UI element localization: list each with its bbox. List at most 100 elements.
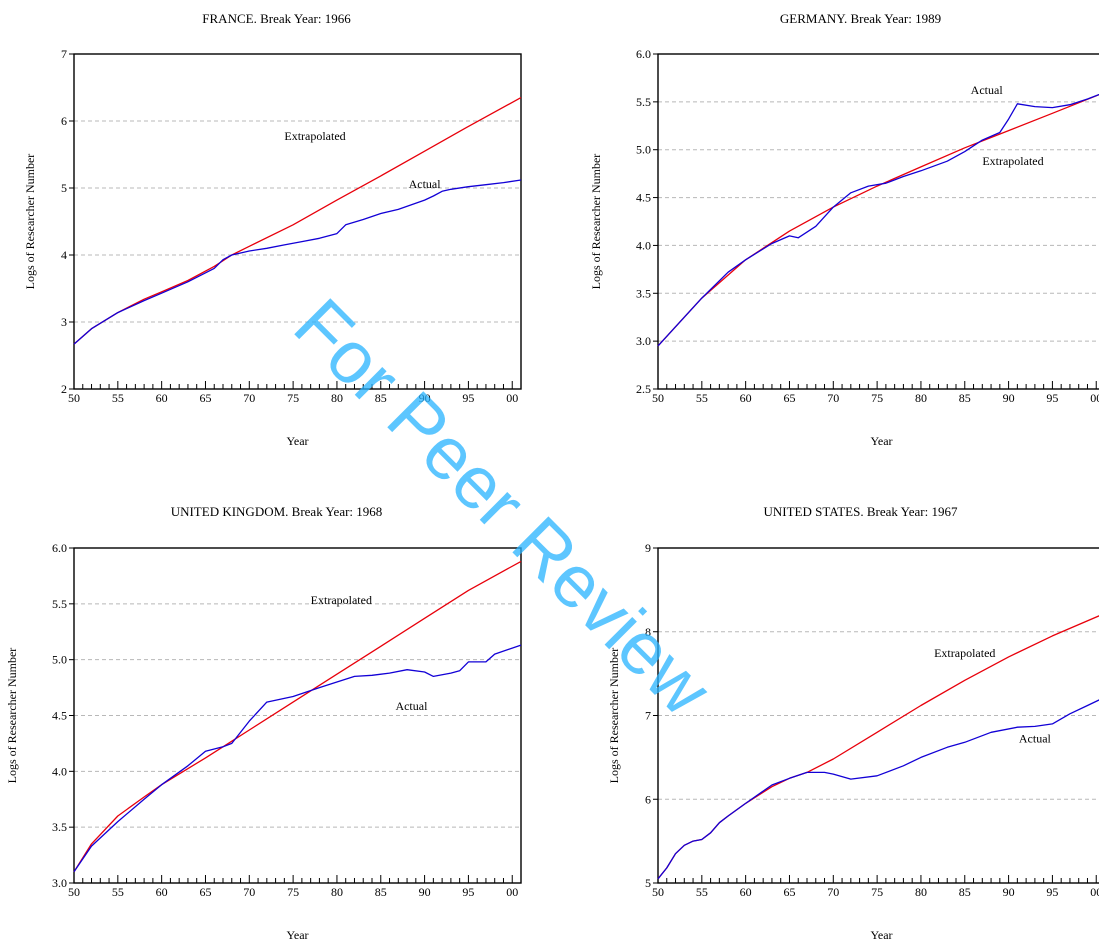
x-tick-label: 65 (199, 391, 211, 405)
series-line-actual (657, 93, 1099, 347)
x-tick-label: 55 (112, 391, 124, 405)
x-tick-label: 70 (243, 885, 255, 899)
series-line-extrapolated (657, 93, 1099, 347)
y-axis-label: Logs of Researcher Number (607, 648, 621, 784)
x-tick-label: 85 (959, 885, 971, 899)
y-tick-label: 4.0 (636, 238, 651, 252)
y-tick-label: 2.5 (636, 382, 651, 396)
x-tick-label: 60 (740, 391, 752, 405)
x-tick-label: 90 (419, 391, 431, 405)
chart-title: GERMANY. Break Year: 1989 (780, 11, 941, 26)
y-tick-label: 4 (61, 248, 67, 262)
x-tick-label: 00 (1090, 885, 1099, 899)
x-tick-label: 75 (871, 391, 883, 405)
y-tick-label: 6 (645, 792, 651, 806)
y-tick-label: 5.0 (636, 143, 651, 157)
x-tick-label: 75 (871, 885, 883, 899)
x-tick-label: 50 (68, 885, 80, 899)
x-tick-label: 65 (199, 885, 211, 899)
x-tick-label: 50 (68, 391, 80, 405)
x-axis-label: Year (286, 928, 308, 942)
y-tick-label: 3.5 (52, 820, 67, 834)
x-tick-label: 70 (243, 391, 255, 405)
x-tick-label: 90 (1003, 885, 1015, 899)
x-tick-label: 80 (331, 391, 343, 405)
chart-panel-2: 2.5 3.0 3.5 4.0 4.5 5.0 5.5 6.0 50 55 60 65 70 75 80 85… (589, 11, 1099, 448)
x-tick-label: 80 (331, 885, 343, 899)
chart-title: FRANCE. Break Year: 1966 (202, 11, 351, 26)
x-tick-label: 90 (419, 885, 431, 899)
y-tick-label: 3.5 (636, 286, 651, 300)
x-tick-label: 80 (915, 391, 927, 405)
x-tick-label: 80 (915, 885, 927, 899)
x-axis-label: Year (286, 434, 308, 448)
x-tick-label: 85 (375, 885, 387, 899)
x-tick-label: 00 (506, 391, 518, 405)
annotation-label: Extrapolated (284, 129, 345, 143)
x-tick-label: 60 (156, 885, 168, 899)
annotation-label: Actual (409, 177, 442, 191)
y-tick-label: 2 (61, 382, 67, 396)
plot-frame (73, 53, 522, 390)
chart-panel-1: 2 3 4 5 6 7 50 55 60 65 70 75 80 85 90 95 00 Extrapolated… (23, 11, 522, 448)
y-axis-label: Logs of Researcher Number (5, 648, 19, 784)
annotation-label: Actual (971, 83, 1004, 97)
x-tick-label: 70 (827, 885, 839, 899)
y-tick-label: 6 (61, 114, 67, 128)
y-tick-label: 5.5 (636, 95, 651, 109)
y-axis-label: Logs of Researcher Number (589, 154, 603, 290)
x-tick-label: 85 (959, 391, 971, 405)
y-tick-label: 7 (61, 47, 67, 61)
chart-panel-3: 3.0 3.5 4.0 4.5 5.0 5.5 6.0 50 55 60 65 70 75 80 85 90 9… (5, 504, 522, 942)
x-tick-label: 50 (652, 885, 664, 899)
annotation-label: Extrapolated (934, 646, 995, 660)
chart-panel-4: 5 6 7 8 9 50 55 60 65 70 75 80 85 90 95 00 Extrapolated A… (607, 504, 1099, 942)
x-tick-label: 55 (112, 885, 124, 899)
x-tick-label: 95 (1046, 885, 1058, 899)
x-tick-label: 00 (1090, 391, 1099, 405)
x-tick-label: 95 (1046, 391, 1058, 405)
y-tick-label: 7 (645, 709, 651, 723)
series-line-extrapolated (73, 560, 522, 873)
annotation-label: Actual (395, 699, 428, 713)
x-axis-label: Year (870, 928, 892, 942)
x-tick-label: 75 (287, 391, 299, 405)
y-tick-label: 3.0 (52, 876, 67, 890)
chart-title: UNITED KINGDOM. Break Year: 1968 (171, 504, 383, 519)
y-tick-label: 5 (61, 181, 67, 195)
x-tick-label: 75 (287, 885, 299, 899)
x-tick-label: 50 (652, 391, 664, 405)
y-tick-label: 4.0 (52, 764, 67, 778)
x-tick-label: 60 (156, 391, 168, 405)
x-axis-label: Year (870, 434, 892, 448)
y-tick-label: 8 (645, 625, 651, 639)
y-tick-label: 5.5 (52, 597, 67, 611)
series-line-extrapolated (657, 615, 1099, 880)
annotation-label: Actual (1019, 731, 1052, 745)
y-axis-label: Logs of Researcher Number (23, 154, 37, 290)
x-tick-label: 85 (375, 391, 387, 405)
annotation-label: Extrapolated (311, 593, 372, 607)
chart-title: UNITED STATES. Break Year: 1967 (764, 504, 958, 519)
x-tick-label: 60 (740, 885, 752, 899)
x-tick-label: 95 (462, 391, 474, 405)
y-tick-label: 4.5 (636, 191, 651, 205)
y-tick-label: 3 (61, 315, 67, 329)
y-tick-label: 6.0 (636, 47, 651, 61)
x-tick-label: 55 (696, 885, 708, 899)
y-tick-label: 3.0 (636, 334, 651, 348)
series-line-actual (73, 644, 522, 873)
series-line-actual (73, 179, 522, 345)
x-tick-label: 55 (696, 391, 708, 405)
plot-frame (657, 53, 1099, 390)
x-tick-label: 70 (827, 391, 839, 405)
y-tick-label: 4.5 (52, 709, 67, 723)
x-tick-label: 95 (462, 885, 474, 899)
y-tick-label: 6.0 (52, 541, 67, 555)
annotation-label: Extrapolated (982, 154, 1043, 168)
x-tick-label: 65 (783, 391, 795, 405)
x-tick-label: 90 (1003, 391, 1015, 405)
y-tick-label: 5 (645, 876, 651, 890)
y-tick-label: 5.0 (52, 653, 67, 667)
